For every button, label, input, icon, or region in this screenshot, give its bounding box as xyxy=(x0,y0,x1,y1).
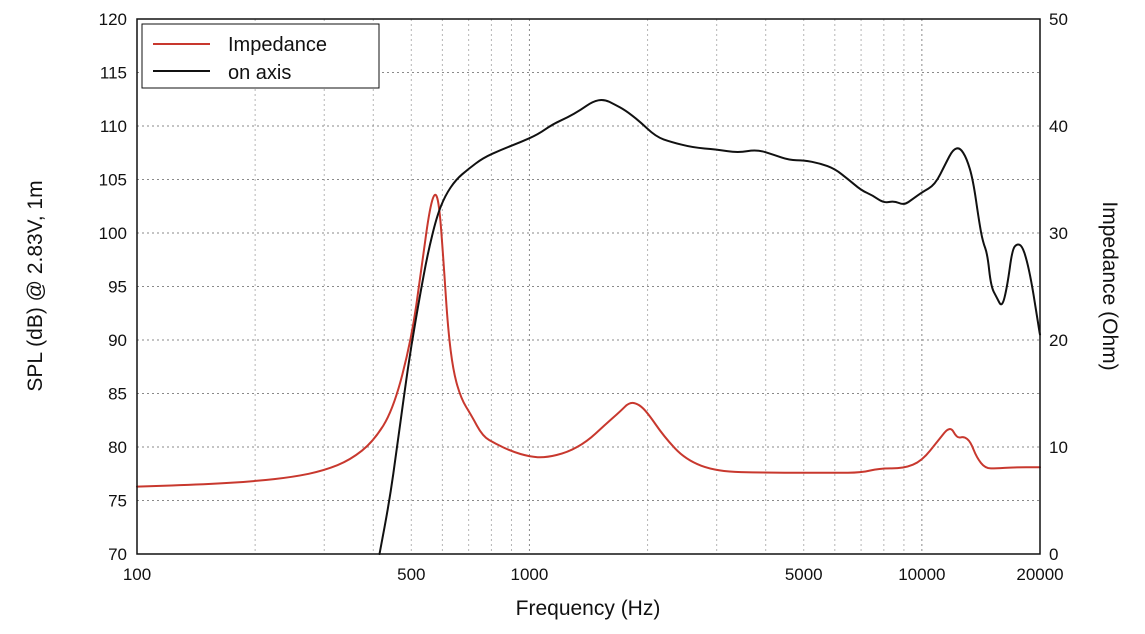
series-line-on-axis xyxy=(378,99,1041,555)
y2-tick-label: 40 xyxy=(1049,117,1068,136)
y2-axis-title: Impedance (Ohm) xyxy=(1098,201,1121,370)
y-tick-label: 115 xyxy=(100,64,127,83)
y-tick-label: 105 xyxy=(99,171,127,190)
plot-frame xyxy=(136,18,1041,555)
y-tick-label: 120 xyxy=(99,10,127,29)
legend-label-on-axis: on axis xyxy=(228,62,291,84)
grid xyxy=(137,19,1040,554)
y-tick-label: 90 xyxy=(108,331,127,350)
x-tick-label: 10000 xyxy=(898,565,945,584)
x-tick-label: 1000 xyxy=(511,565,549,584)
y-tick-label: 85 xyxy=(108,385,127,404)
legend-box xyxy=(141,23,380,89)
y-tick-label: 75 xyxy=(108,492,127,511)
series-line-impedance xyxy=(136,193,1042,488)
x-tick-label: 5000 xyxy=(785,565,823,584)
y2-tick-label: 50 xyxy=(1049,10,1068,29)
y-tick-label: 80 xyxy=(108,438,127,457)
y2-tick-label: 10 xyxy=(1049,438,1068,457)
legend: Impedance on axis xyxy=(141,23,380,89)
y2-tick-labels: 0 10 20 30 40 50 xyxy=(1049,10,1068,564)
y-tick-label: 70 xyxy=(108,545,127,564)
x-tick-label: 500 xyxy=(397,565,425,584)
y2-tick-label: 20 xyxy=(1049,331,1068,350)
y-tick-label: 95 xyxy=(108,278,127,297)
y2-tick-label: 30 xyxy=(1049,224,1068,243)
y-tick-label: 110 xyxy=(100,117,127,136)
series-layer xyxy=(136,99,1042,555)
x-tick-label: 20000 xyxy=(1016,565,1063,584)
y-axis-title: SPL (dB) @ 2.83V, 1m xyxy=(24,180,47,391)
x-axis-title: Frequency (Hz) xyxy=(516,597,661,620)
x-tick-labels: 100 500 1000 5000 10000 20000 xyxy=(123,565,1064,584)
x-tick-label: 100 xyxy=(123,565,151,584)
y-tick-labels: 70 75 80 85 90 95 100 105 110 115 120 xyxy=(99,10,127,564)
legend-label-impedance: Impedance xyxy=(228,34,327,56)
y2-tick-label: 0 xyxy=(1049,545,1058,564)
y-tick-label: 100 xyxy=(99,224,127,243)
